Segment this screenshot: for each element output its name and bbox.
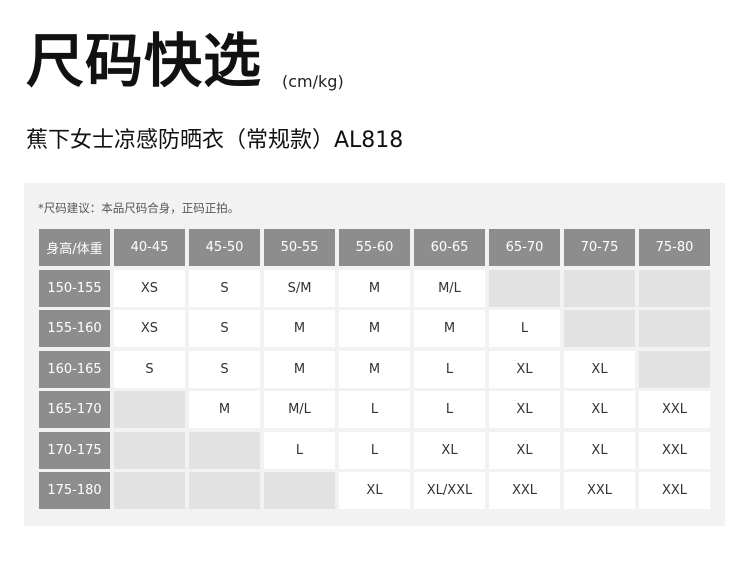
empty-cell (264, 472, 335, 509)
weight-header: 70-75 (564, 229, 635, 266)
size-cell: XL (489, 391, 560, 428)
empty-cell (564, 269, 635, 307)
empty-cell (189, 472, 260, 509)
height-header: 170-175 (39, 431, 110, 469)
size-cell: S (189, 310, 260, 347)
size-cell: XL (564, 391, 635, 428)
size-cell: XXL (564, 472, 635, 509)
weight-header: 65-70 (489, 229, 560, 266)
size-cell: XXL (639, 391, 710, 428)
size-cell: M (264, 350, 335, 388)
size-cell: M (339, 310, 410, 347)
size-cell: L (339, 431, 410, 469)
size-cell: M (339, 269, 410, 307)
empty-cell (114, 391, 185, 428)
empty-cell (189, 431, 260, 469)
empty-cell (639, 310, 710, 347)
height-header: 160-165 (39, 350, 110, 388)
product-name: 蕉下女士凉感防晒衣（常规款）AL818 (26, 128, 404, 153)
empty-cell (114, 472, 185, 509)
size-cell: M/L (264, 391, 335, 428)
size-cell: XXL (489, 472, 560, 509)
weight-header: 40-45 (114, 229, 185, 266)
empty-cell (639, 350, 710, 388)
size-note: *尺码建议：本品尺码合身，正码正拍。 (38, 201, 240, 215)
size-cell: S (114, 350, 185, 388)
weight-header: 45-50 (189, 229, 260, 266)
size-cell: L (264, 431, 335, 469)
empty-cell (564, 310, 635, 347)
size-cell: XL (489, 350, 560, 388)
size-cell: XS (114, 310, 185, 347)
size-cell: L (414, 350, 485, 388)
weight-header: 55-60 (339, 229, 410, 266)
size-cell: S (189, 350, 260, 388)
size-cell: L (489, 310, 560, 347)
unit-label: (cm/kg) (282, 72, 344, 91)
weight-header: 60-65 (414, 229, 485, 266)
page-title: 尺码快选 (26, 27, 263, 95)
size-cell: M (414, 310, 485, 347)
size-cell: XL (489, 431, 560, 469)
height-header: 165-170 (39, 391, 110, 428)
size-cell: M (339, 350, 410, 388)
size-cell: XL (564, 350, 635, 388)
height-header: 155-160 (39, 310, 110, 347)
size-cell: XXL (639, 472, 710, 509)
weight-header: 50-55 (264, 229, 335, 266)
empty-cell (489, 269, 560, 307)
size-cell: XL (564, 431, 635, 469)
size-cell: S (189, 269, 260, 307)
size-table: 身高/体重 40-45 45-50 50-55 55-60 60-65 65-70 70-75… (39, 229, 710, 509)
size-cell: XL (339, 472, 410, 509)
size-cell: M (189, 391, 260, 428)
size-cell: XL/XXL (414, 472, 485, 509)
height-header: 175-180 (39, 472, 110, 509)
empty-cell (114, 431, 185, 469)
size-cell: L (414, 391, 485, 428)
size-cell: XL (414, 431, 485, 469)
size-cell: L (339, 391, 410, 428)
size-cell: M (264, 310, 335, 347)
size-cell: XS (114, 269, 185, 307)
weight-header: 75-80 (639, 229, 710, 266)
size-cell: XXL (639, 431, 710, 469)
height-header: 150-155 (39, 269, 110, 307)
empty-cell (639, 269, 710, 307)
size-cell: S/M (264, 269, 335, 307)
corner-header: 身高/体重 (39, 229, 110, 266)
size-cell: M/L (414, 269, 485, 307)
